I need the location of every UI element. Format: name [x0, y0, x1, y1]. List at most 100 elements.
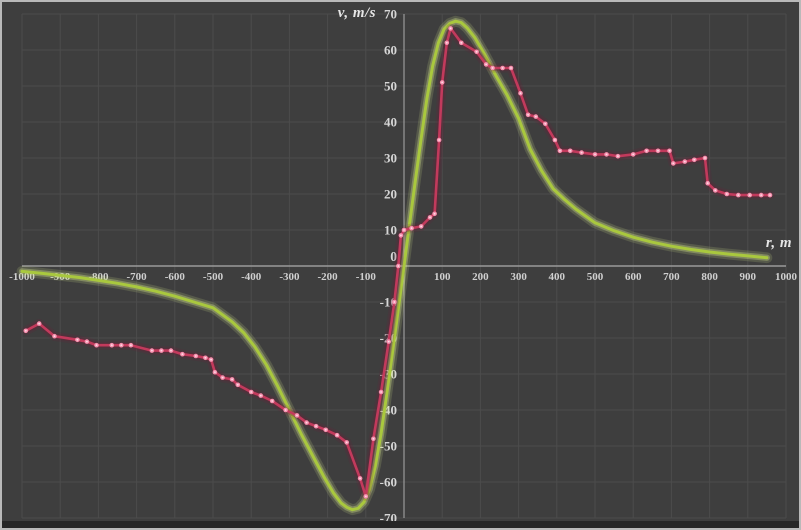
green-smooth-model-curve-line	[20, 19, 769, 512]
data-point-marker-center	[449, 27, 452, 30]
data-point-marker-center	[569, 149, 572, 152]
data-point-marker-center	[364, 495, 367, 498]
data-point-marker-center	[271, 400, 274, 402]
data-point-marker-center	[284, 409, 287, 411]
data-point-marker-center	[485, 63, 487, 66]
data-point-marker-center	[221, 376, 224, 379]
data-point-marker-center	[748, 194, 751, 197]
data-point-marker-center	[501, 67, 504, 69]
x-tick-label: -500	[203, 271, 224, 283]
data-point-marker-center	[519, 92, 522, 95]
data-point-marker-center	[387, 340, 390, 343]
y-axis-title: v, m/s	[337, 5, 376, 21]
data-point-marker-center	[38, 322, 41, 325]
data-point-marker-center	[24, 329, 27, 332]
data-point-marker-center	[170, 349, 172, 352]
data-point-marker-center	[672, 162, 675, 165]
y-tick-label: 40	[384, 115, 397, 130]
data-point-marker-center	[617, 155, 619, 158]
data-point-marker-center	[438, 139, 440, 141]
red-measured-data-curve-markers	[23, 26, 773, 499]
y-tick-label: 30	[384, 151, 397, 166]
data-point-marker-center	[645, 149, 648, 152]
data-point-marker-center	[605, 153, 608, 156]
data-point-marker-center	[559, 149, 561, 152]
x-tick-label: -200	[318, 271, 339, 283]
x-tick-label: 200	[472, 271, 489, 283]
x-tick-label: 1000	[775, 271, 798, 283]
data-point-marker-center	[668, 149, 671, 152]
data-point-marker-center	[345, 441, 348, 444]
data-point-marker-center	[315, 425, 317, 428]
y-tick-label: 60	[384, 43, 397, 58]
x-tick-label: 300	[510, 271, 527, 283]
data-point-marker-center	[393, 301, 396, 303]
y-tick-label: 20	[384, 187, 397, 202]
data-point-marker-center	[53, 335, 56, 338]
x-tick-label: -100	[356, 271, 377, 283]
x-tick-label: -700	[127, 271, 148, 283]
red-measured-data-curve-line	[24, 27, 772, 498]
bottom-dark-band	[2, 521, 799, 528]
data-point-marker-center	[725, 193, 728, 195]
data-point-marker-center	[181, 353, 184, 356]
data-point-marker-center	[296, 414, 298, 417]
data-point-marker-center	[410, 227, 413, 230]
data-point-marker-center	[445, 41, 448, 44]
x-tick-label: 400	[549, 271, 566, 283]
data-point-marker-center	[420, 225, 423, 228]
data-point-marker-center	[210, 358, 213, 361]
data-point-marker-center	[737, 194, 740, 197]
data-point-marker-center	[151, 349, 153, 352]
tick-labels: -1000 -900 -800 -700 -600 -500 -400 -300 -200 -10…	[9, 7, 797, 526]
x-tick-label: -1000	[9, 271, 35, 283]
data-point-marker-center	[336, 434, 338, 437]
data-point-marker-center	[554, 139, 556, 141]
data-point-marker-center	[714, 189, 717, 192]
x-tick-label: 500	[587, 271, 604, 283]
data-point-marker-center	[441, 81, 444, 84]
data-point-marker-center	[693, 158, 696, 161]
data-point-marker-center	[510, 67, 512, 69]
data-point-marker-center	[403, 229, 405, 231]
data-point-marker-center	[194, 355, 197, 357]
data-point-marker-center	[250, 391, 253, 393]
data-point-marker-center	[704, 157, 706, 159]
data-point-marker-center	[160, 349, 163, 352]
data-point-marker-center	[594, 153, 596, 156]
data-point-marker-center	[324, 428, 327, 431]
data-point-marker-center	[95, 344, 98, 347]
data-point-marker-center	[632, 153, 635, 156]
y-tick-label: 70	[384, 7, 397, 22]
data-point-marker-center	[475, 50, 478, 53]
data-point-marker-center	[259, 394, 262, 397]
data-point-marker-center	[120, 344, 123, 347]
data-point-marker-center	[380, 391, 382, 393]
data-point-marker-center	[305, 421, 308, 424]
x-tick-label: 900	[740, 271, 757, 283]
data-point-marker-center	[527, 113, 529, 116]
data-point-marker-center	[372, 437, 375, 440]
data-point-marker-center	[683, 160, 686, 163]
x-tick-label: 700	[663, 271, 680, 283]
data-point-marker-center	[236, 383, 239, 386]
data-point-marker-center	[460, 41, 463, 44]
data-point-marker-center	[86, 340, 88, 343]
x-tick-label: -400	[241, 271, 262, 283]
x-tick-label: -600	[165, 271, 186, 283]
data-point-marker-center	[110, 344, 113, 347]
data-point-marker-center	[429, 216, 431, 219]
x-tick-label: 600	[625, 271, 642, 283]
green-smooth-model-curve	[16, 15, 773, 516]
y-tick-label: 10	[384, 223, 397, 238]
data-point-marker-center	[433, 212, 436, 215]
data-point-marker-center	[580, 151, 583, 154]
data-point-marker-center	[130, 344, 132, 347]
data-point-marker-center	[544, 122, 547, 125]
data-point-marker-center	[706, 182, 709, 185]
data-point-marker-center	[400, 234, 402, 237]
data-point-marker-center	[359, 477, 361, 480]
x-axis-title: r, m	[765, 235, 792, 251]
data-point-marker-center	[76, 338, 79, 341]
